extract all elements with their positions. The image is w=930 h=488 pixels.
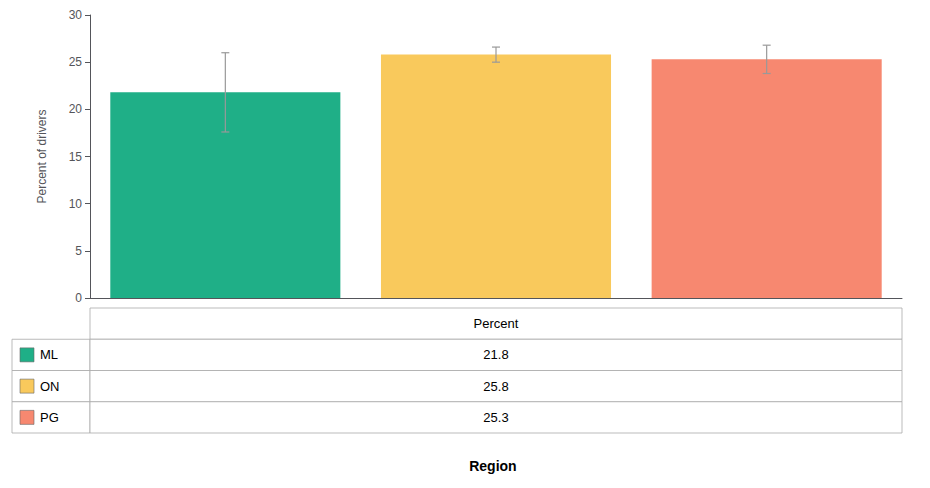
svg-text:15: 15 — [69, 150, 83, 164]
svg-text:30: 30 — [69, 8, 83, 22]
svg-text:ON: ON — [40, 379, 60, 394]
svg-text:21.8: 21.8 — [483, 347, 508, 362]
svg-text:Percent: Percent — [474, 316, 519, 331]
svg-text:25.3: 25.3 — [483, 410, 508, 425]
svg-text:PG: PG — [40, 410, 59, 425]
svg-text:0: 0 — [75, 291, 82, 305]
svg-text:ML: ML — [40, 347, 58, 362]
svg-text:20: 20 — [69, 102, 83, 116]
svg-text:Percent of drivers: Percent of drivers — [35, 109, 49, 203]
svg-text:5: 5 — [75, 244, 82, 258]
svg-text:Region: Region — [469, 458, 516, 474]
svg-text:25.8: 25.8 — [483, 379, 508, 394]
svg-text:25: 25 — [69, 55, 83, 69]
svg-text:10: 10 — [69, 197, 83, 211]
